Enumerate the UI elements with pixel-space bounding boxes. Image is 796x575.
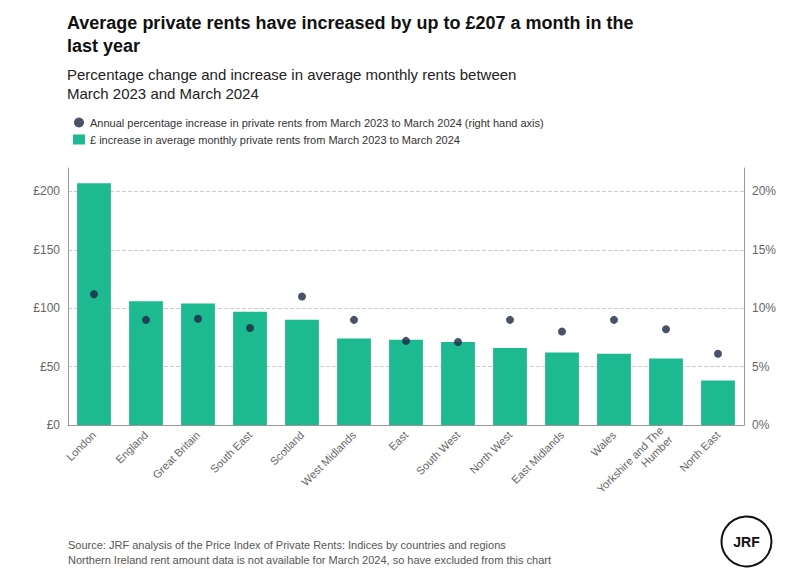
svg-text:£150: £150 <box>33 243 60 257</box>
svg-text:London: London <box>64 429 98 463</box>
svg-text:Wales: Wales <box>588 428 618 458</box>
svg-text:Scotland: Scotland <box>268 429 307 468</box>
svg-text:Northern Ireland rent amount d: Northern Ireland rent amount data is not… <box>68 554 551 566</box>
svg-text:£200: £200 <box>33 184 60 198</box>
svg-text:March 2023 and March 2024: March 2023 and March 2024 <box>67 85 259 102</box>
svg-text:South West: South West <box>414 429 463 478</box>
svg-text:last year: last year <box>67 36 140 56</box>
svg-text:East Midlands: East Midlands <box>509 428 567 486</box>
svg-text:£0: £0 <box>47 418 61 432</box>
svg-text:North East: North East <box>677 429 722 474</box>
svg-text:Source: JRF analysis of the Pr: Source: JRF analysis of the Price Index … <box>68 539 506 551</box>
svg-text:Yorkshire and The: Yorkshire and The <box>594 424 666 496</box>
svg-text:Humber: Humber <box>639 433 675 469</box>
svg-text:10%: 10% <box>752 301 776 315</box>
svg-text:East: East <box>386 429 410 453</box>
svg-text:Percentage change and increase: Percentage change and increase in averag… <box>67 66 516 83</box>
svg-text:West Midlands: West Midlands <box>299 428 359 488</box>
svg-text:Average private rents have inc: Average private rents have increased by … <box>67 13 634 33</box>
svg-text:0%: 0% <box>752 418 770 432</box>
svg-text:England: England <box>113 429 150 466</box>
svg-text:Great Britain: Great Britain <box>150 429 202 481</box>
svg-text:Annual percentage increase in: Annual percentage increase in private re… <box>90 117 544 129</box>
svg-text:15%: 15% <box>752 243 776 257</box>
svg-text:£100: £100 <box>33 301 60 315</box>
svg-text:£50: £50 <box>40 360 60 374</box>
svg-text:South East: South East <box>208 429 254 475</box>
svg-text:£ increase in average monthly: £ increase in average monthly private re… <box>90 134 460 146</box>
svg-text:JRF: JRF <box>733 534 760 550</box>
svg-text:20%: 20% <box>752 184 776 198</box>
svg-text:5%: 5% <box>752 360 770 374</box>
svg-text:North West: North West <box>467 429 514 476</box>
